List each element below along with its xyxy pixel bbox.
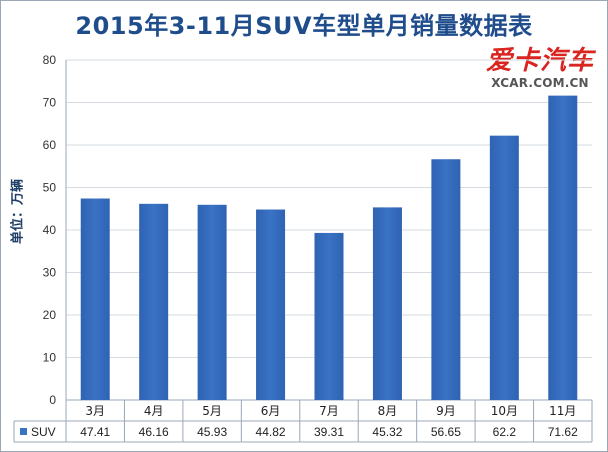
watermark-logo: 爱卡汽车 XCAR.COM.CN [480,46,600,90]
legend-label: SUV [31,425,56,439]
chart-title: 2015年3-11月SUV车型单月销量数据表 [75,12,533,40]
y-tick-label: 40 [43,223,57,237]
y-tick-label: 10 [43,351,57,365]
data-label: 47.41 [80,425,110,439]
y-tick-label: 30 [43,266,57,280]
bar [431,159,461,400]
data-label: 39.31 [314,425,344,439]
x-tick-label: 11月 [549,404,576,418]
bar [256,209,286,400]
y-tick-label: 50 [43,181,57,195]
x-tick-label: 10月 [491,404,518,418]
bar [139,203,169,400]
data-label: 44.82 [256,425,286,439]
bars [80,95,578,401]
y-tick-label: 70 [43,96,57,110]
x-tick-label: 3月 [85,404,105,418]
x-tick-label: 5月 [202,404,222,418]
y-tick-labels: 0 10 20 30 40 50 60 70 80 [43,53,57,407]
y-tick-label: 80 [43,53,57,67]
x-tick-label: 9月 [436,404,456,418]
logo-mark: 爱卡汽车 [485,46,594,76]
y-tick-label: 20 [43,308,57,322]
bar [489,135,519,400]
bar [80,198,110,400]
data-table: 3月 4月 5月 6月 7月 8月 9月 10月 11月 SUV 47.41 46.16 45.93 44… [13,400,593,443]
bar [197,204,227,400]
x-tick-label: 8月 [378,404,398,418]
bar [314,232,344,400]
data-label: 46.16 [139,425,169,439]
x-tick-label: 6月 [261,404,281,418]
x-tick-label: 4月 [144,404,164,418]
data-label: 45.93 [197,425,227,439]
y-tick-label: 0 [49,393,56,407]
data-label: 62.2 [493,425,517,439]
logo-url: XCAR.COM.CN [491,76,589,90]
bar [372,207,402,400]
bar [548,95,578,401]
data-label: 71.62 [548,425,578,439]
data-label: 45.32 [372,425,402,439]
legend-swatch [20,428,27,435]
y-tick-label: 60 [43,138,57,152]
x-tick-label: 7月 [319,404,339,418]
data-label: 56.65 [431,425,461,439]
